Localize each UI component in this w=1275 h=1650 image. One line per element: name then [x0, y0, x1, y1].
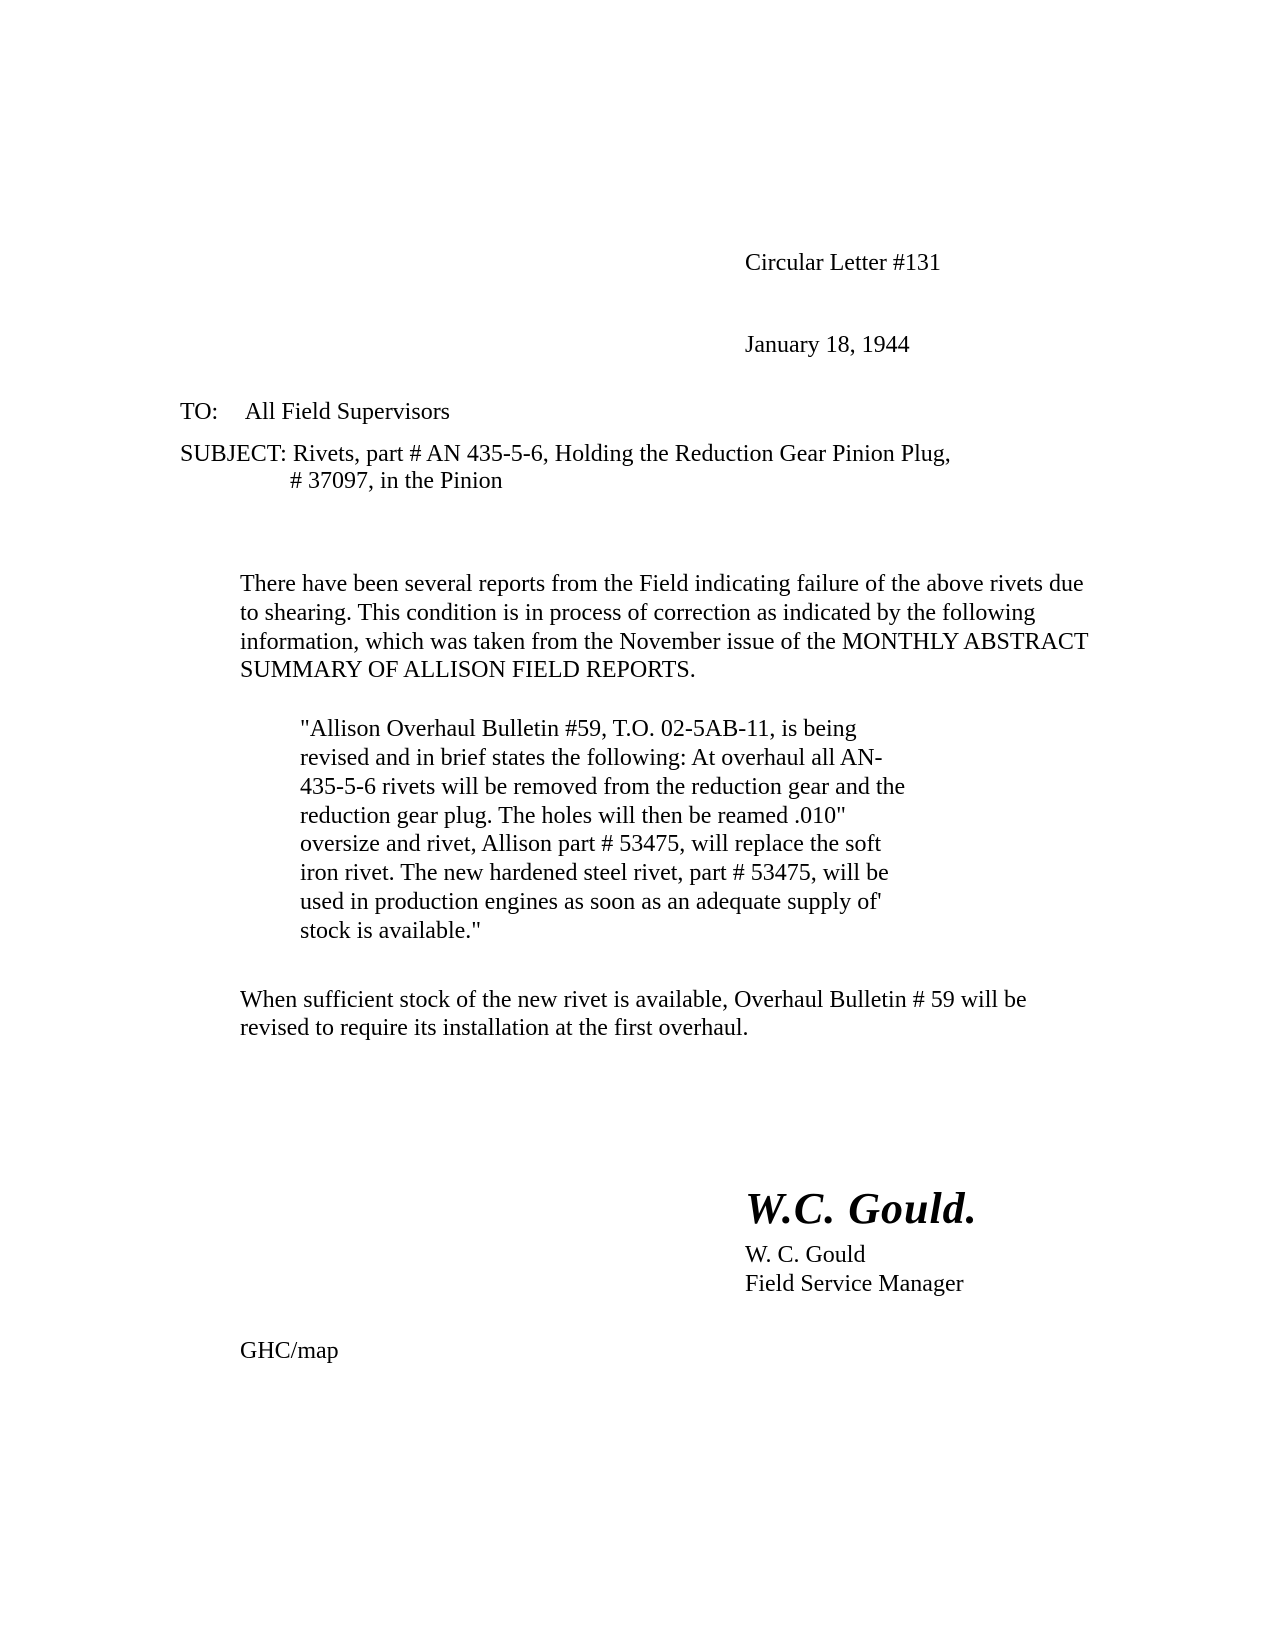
- signature-title: Field Service Manager: [745, 1271, 1095, 1298]
- to-line: TO: All Field Supervisors: [180, 399, 1095, 426]
- header-block: Circular Letter #131 January 18, 1944: [745, 250, 1095, 359]
- quote-block: "Allison Overhaul Bulletin #59, T.O. 02-…: [300, 715, 915, 945]
- signature-handwritten: W.C. Gould.: [745, 1183, 1095, 1234]
- subject-line2: # 37097, in the Pinion: [290, 468, 1095, 495]
- to-label: TO:: [180, 399, 240, 426]
- subject-line1: Rivets, part # AN 435-5-6, Holding the R…: [293, 441, 951, 467]
- paragraph-1: There have been several reports from the…: [240, 570, 1095, 685]
- signature-block: W.C. Gould. W. C. Gould Field Service Ma…: [745, 1183, 1095, 1298]
- subject-label: SUBJECT:: [180, 441, 287, 467]
- to-recipient: All Field Supervisors: [245, 399, 450, 425]
- signature-name: W. C. Gould: [745, 1242, 1095, 1269]
- letter-number: Circular Letter #131: [745, 250, 1095, 277]
- paragraph-2: When sufficient stock of the new rivet i…: [240, 986, 1095, 1044]
- subject-block: SUBJECT: Rivets, part # AN 435-5-6, Hold…: [180, 441, 1095, 495]
- document-page: Circular Letter #131 January 18, 1944 TO…: [0, 0, 1275, 1465]
- letter-date: January 18, 1944: [745, 332, 1095, 359]
- typist-initials: GHC/map: [240, 1338, 1095, 1365]
- body-content: There have been several reports from the…: [240, 570, 1095, 1043]
